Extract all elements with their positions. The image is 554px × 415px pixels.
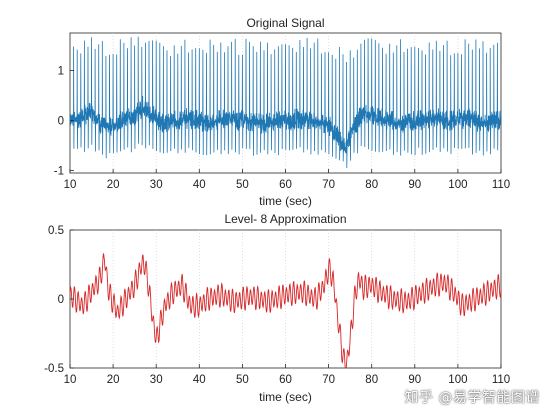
x-tick-label: 60 [279, 374, 292, 386]
approximation-axes: 10 20 30 40 50 60 70 80 90 100 110 -0.5 0 0.5 Level-… [44, 212, 510, 404]
x-ticks: 10 20 30 40 50 60 70 80 90 100 110 [64, 169, 510, 191]
x-tick-label: 50 [236, 179, 249, 191]
x-tick-label: 40 [193, 374, 206, 386]
original-signal-line [69, 36, 502, 169]
x-tick-label: 10 [64, 179, 77, 191]
x-axis-label: time (sec) [259, 194, 312, 208]
x-tick-label: 50 [236, 374, 249, 386]
y-tick-label: 0 [58, 294, 64, 306]
x-axis-label: time (sec) [259, 390, 312, 404]
y-ticks: -0.5 0 0.5 [44, 225, 74, 375]
x-tick-label: 80 [365, 374, 378, 386]
x-tick-label: 100 [448, 374, 467, 386]
y-tick-label: 0.5 [48, 225, 64, 237]
x-tick-label: 30 [150, 179, 163, 191]
y-ticks: -1 0 1 [54, 66, 74, 178]
x-ticks: 10 20 30 40 50 60 70 80 90 100 110 [64, 364, 510, 386]
x-tick-label: 110 [492, 374, 510, 386]
x-tick-label: 60 [279, 179, 292, 191]
x-tick-label: 70 [322, 374, 335, 386]
x-tick-label: 90 [408, 374, 421, 386]
x-tick-label: 100 [448, 179, 467, 191]
x-tick-label: 20 [107, 179, 120, 191]
x-tick-label: 70 [322, 179, 335, 191]
x-tick-label: 40 [193, 179, 206, 191]
x-tick-label: 20 [107, 374, 120, 386]
y-tick-label: -1 [54, 166, 64, 178]
y-tick-label: -0.5 [44, 363, 64, 375]
y-tick-label: 1 [58, 66, 64, 78]
original-signal-axes: 10 20 30 40 50 60 70 80 90 100 110 -1 0 1 Original S… [54, 16, 510, 208]
approximation-line [69, 252, 502, 369]
chart-title: Original Signal [246, 16, 324, 30]
watermark: 知乎 @易学智能图谱 [404, 390, 540, 406]
chart-title: Level- 8 Approximation [224, 212, 346, 226]
y-tick-label: 0 [58, 116, 64, 128]
x-tick-label: 110 [492, 179, 510, 191]
x-tick-label: 90 [408, 179, 421, 191]
x-tick-label: 10 [64, 374, 77, 386]
x-tick-label: 30 [150, 374, 163, 386]
x-tick-label: 80 [365, 179, 378, 191]
